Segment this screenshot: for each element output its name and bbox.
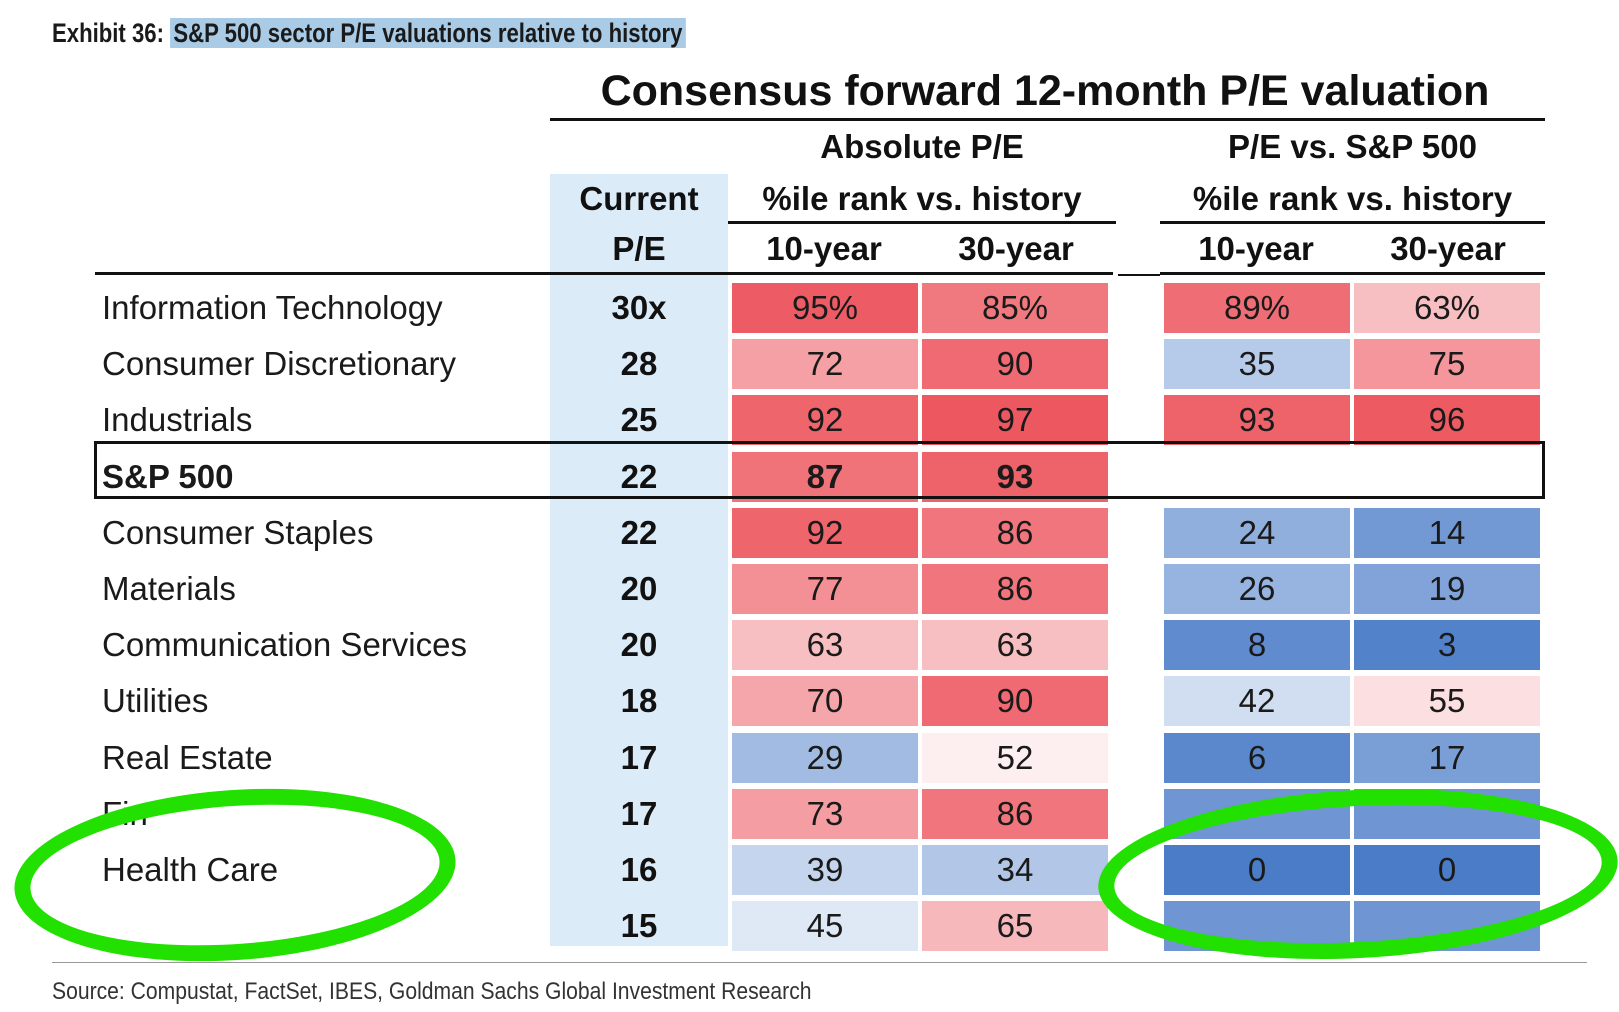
percentile-cell-abs10: 63 [732, 620, 918, 670]
percentile-cell-abs30: 86 [922, 789, 1108, 839]
percentile-cell-abs30: 34 [922, 845, 1108, 895]
percentile-cell-rel10: 8 [1164, 620, 1350, 670]
sector-label: Real Estate [102, 739, 273, 776]
percentile-cell-abs30: 97 [922, 395, 1108, 445]
sector-label: Information Technology [102, 289, 443, 326]
current-pe-value: 16 [620, 851, 658, 888]
percentile-cell-rel30: 96 [1354, 395, 1540, 445]
percentile-cell-abs10: 92 [732, 395, 918, 445]
percentile-cell-abs10: 95% [732, 283, 918, 333]
percentile-cell-rel10 [1164, 901, 1350, 951]
header-rule-absolute [728, 272, 1113, 275]
percentile-cell-rel10: 42 [1164, 676, 1350, 726]
percentile-cell-abs10: 45 [732, 901, 918, 951]
relative-rank-header: %ile rank vs. history [1192, 180, 1513, 217]
percentile-cell-rel30: 0 [1354, 845, 1540, 895]
relative-rank-underline [1160, 221, 1545, 224]
current-pe-value: 20 [620, 570, 658, 607]
percentile-cell-rel30: 14 [1354, 508, 1540, 558]
current-pe-value: 28 [620, 345, 658, 382]
footer-rule [52, 962, 1587, 963]
current-header-line2: P/E [612, 230, 666, 267]
percentile-cell-abs10: 39 [732, 845, 918, 895]
current-header-line1: Current [579, 180, 699, 217]
percentile-cell-abs30: 86 [922, 564, 1108, 614]
sector-label: Industrials [102, 401, 253, 438]
exhibit-prefix: Exhibit 36: [52, 18, 164, 48]
percentile-cell-abs30: 90 [922, 339, 1108, 389]
percentile-cell-rel30: 17 [1354, 733, 1540, 783]
percentile-cell-abs30: 52 [922, 733, 1108, 783]
current-pe-value: 15 [620, 907, 658, 944]
header-rule-gap [1118, 274, 1160, 276]
percentile-cell-rel10: 89% [1164, 283, 1350, 333]
percentile-cell-rel30: 3 [1354, 620, 1540, 670]
percentile-cell-rel10 [1164, 789, 1350, 839]
percentile-cell-abs10: 92 [732, 508, 918, 558]
percentile-cell-rel10: 35 [1164, 339, 1350, 389]
percentile-cell-rel10: 93 [1164, 395, 1350, 445]
relative-pe-header: P/E vs. S&P 500 [1228, 128, 1477, 165]
absolute-rank-header: %ile rank vs. history [762, 180, 1082, 217]
sector-label: Communication Services [102, 626, 467, 663]
exhibit-caption: Exhibit 36: S&P 500 sector P/E valuation… [52, 10, 686, 56]
current-pe-value: 18 [620, 682, 658, 719]
percentile-cell-abs10: 70 [732, 676, 918, 726]
percentile-cell-abs30: 93 [922, 452, 1108, 502]
header-rule-left [95, 272, 728, 275]
percentile-cell-rel30: 55 [1354, 676, 1540, 726]
percentile-cell-rel30 [1354, 901, 1540, 951]
abs-10y-header: 10-year [766, 230, 882, 267]
source-note: Source: Compustat, FactSet, IBES, Goldma… [52, 978, 812, 1005]
percentile-cell-abs10: 29 [732, 733, 918, 783]
sector-label: Materials [102, 570, 236, 607]
current-pe-value: 25 [620, 401, 658, 438]
percentile-cell-abs10: 87 [732, 452, 918, 502]
current-pe-value: 30x [611, 289, 667, 326]
percentile-cell-rel10: 26 [1164, 564, 1350, 614]
percentile-cell-abs30: 63 [922, 620, 1108, 670]
rel-10y-header: 10-year [1198, 230, 1314, 267]
percentile-cell-rel10: 24 [1164, 508, 1350, 558]
percentile-cell-abs30: 86 [922, 508, 1108, 558]
percentile-cell-rel30: 63% [1354, 283, 1540, 333]
header-rule-relative [1160, 272, 1545, 275]
percentile-cell-rel10: 6 [1164, 733, 1350, 783]
current-pe-value: 20 [620, 626, 658, 663]
sp500-row-outline [94, 441, 1545, 499]
current-pe-value: 17 [620, 795, 658, 832]
sector-label: Consumer Discretionary [102, 345, 456, 382]
current-pe-column-bg [550, 174, 728, 946]
current-pe-value: 17 [620, 739, 658, 776]
abs-30y-header: 30-year [958, 230, 1074, 267]
absolute-rank-underline [728, 221, 1116, 224]
percentile-cell-rel10: 0 [1164, 845, 1350, 895]
sector-label: Health Care [102, 851, 279, 888]
table-title: Consensus forward 12-month P/E valuation [600, 67, 1490, 115]
percentile-cell-rel30 [1354, 789, 1540, 839]
sector-label: Consumer Staples [102, 514, 374, 551]
percentile-cell-abs30: 90 [922, 676, 1108, 726]
sector-label: Fin [102, 795, 148, 832]
sector-label: S&P 500 [102, 458, 234, 495]
absolute-pe-header: Absolute P/E [820, 128, 1024, 165]
percentile-cell-abs10: 77 [732, 564, 918, 614]
percentile-cell-abs30: 85% [922, 283, 1108, 333]
percentile-cell-rel30: 75 [1354, 339, 1540, 389]
current-pe-value: 22 [620, 514, 658, 551]
exhibit-title: S&P 500 sector P/E valuations relative t… [170, 18, 686, 48]
rel-30y-header: 30-year [1390, 230, 1506, 267]
percentile-cell-abs10: 73 [732, 789, 918, 839]
sector-label: Utilities [102, 682, 209, 719]
percentile-cell-abs10: 72 [732, 339, 918, 389]
current-pe-value: 22 [620, 458, 658, 495]
title-underline [550, 118, 1545, 121]
health-care-circle-annotation [8, 774, 462, 976]
percentile-cell-rel30: 19 [1354, 564, 1540, 614]
percentile-cell-abs30: 65 [922, 901, 1108, 951]
